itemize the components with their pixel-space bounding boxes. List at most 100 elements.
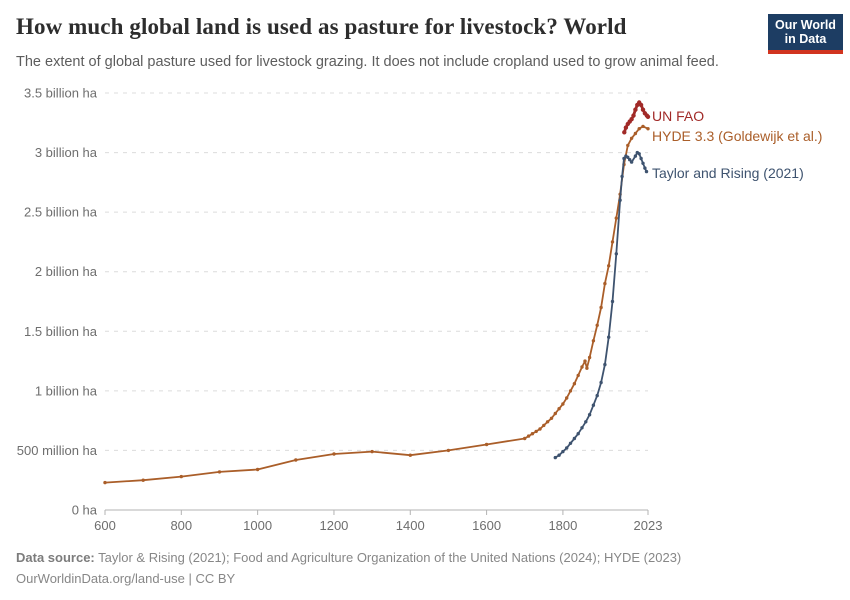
series-taylor-rising-point — [553, 455, 557, 460]
series-hyde-point — [587, 355, 592, 360]
legend-taylor-rising[interactable]: Taylor and Rising (2021) — [652, 165, 804, 181]
data-source-label: Data source: — [16, 550, 95, 565]
series-taylor-rising-point — [629, 160, 634, 164]
series-taylor-rising-point — [599, 380, 603, 385]
series-taylor-rising-point — [641, 161, 645, 165]
series-taylor-rising-point — [614, 252, 618, 256]
legend-un-fao[interactable]: UN FAO — [652, 108, 705, 124]
series-taylor-rising-point — [580, 426, 584, 430]
series-hyde-point — [568, 389, 573, 393]
series-hyde-point — [523, 436, 527, 441]
x-axis-label: 1200 — [319, 518, 348, 533]
series-taylor-rising-point — [607, 335, 611, 339]
series-un-fao-point — [623, 125, 629, 130]
page-title: How much global land is used as pasture … — [16, 14, 627, 39]
series-hyde-point — [599, 305, 603, 310]
series-hyde-point — [646, 127, 650, 131]
y-axis-label: 500 million ha — [17, 443, 98, 458]
y-axis-label: 3 billion ha — [35, 145, 98, 160]
series-hyde-point — [538, 427, 542, 431]
series-hyde-point — [565, 396, 569, 400]
series-hyde-point — [332, 452, 336, 456]
series-taylor-rising-point — [565, 446, 569, 450]
series-hyde-point — [217, 470, 222, 474]
series-hyde-point — [591, 339, 596, 343]
series-hyde-point — [530, 432, 535, 436]
x-axis-label: 600 — [94, 518, 116, 533]
y-axis-label: 1.5 billion ha — [24, 324, 98, 339]
x-axis-label: 1400 — [396, 518, 425, 533]
data-source-line: Data source: Taylor & Rising (2021); Foo… — [16, 548, 836, 569]
series-taylor-rising-point — [603, 362, 607, 367]
y-axis-label: 3.5 billion ha — [24, 86, 98, 101]
series-taylor-rising-point — [628, 158, 632, 162]
series-taylor-rising-point — [591, 403, 596, 407]
page-subtitle: The extent of global pasture used for li… — [16, 54, 719, 70]
series-hyde-point — [595, 323, 599, 327]
series-taylor-rising-point — [622, 156, 626, 161]
series-hyde-point — [179, 474, 183, 479]
series-hyde-point — [607, 264, 611, 268]
pasture-line-chart: 0 ha 500 million ha 1 billion ha 1.5 billio… — [17, 86, 663, 534]
series-un-fao-point — [629, 117, 634, 122]
series-taylor-rising-point — [620, 174, 624, 179]
series-hyde-point — [542, 423, 546, 428]
series-hyde-point — [103, 480, 107, 485]
series-taylor-rising-point — [595, 393, 599, 398]
series-hyde-point — [626, 143, 630, 148]
series-taylor-rising-point — [561, 449, 565, 454]
series-hyde-point — [545, 420, 550, 424]
series-un-fao-point — [640, 107, 646, 112]
owid-logo-text: Our World in Data — [768, 14, 843, 50]
series-un-fao-point — [631, 113, 636, 118]
owid-logo[interactable]: Our World in Data — [768, 14, 843, 54]
series-taylor-rising-point — [643, 166, 647, 170]
legend-hyde[interactable]: HYDE 3.3 (Goldewijk et al.) — [652, 128, 823, 144]
series-taylor-rising-point — [626, 155, 630, 159]
series-taylor-rising-point — [584, 420, 588, 424]
series-hyde-point — [629, 136, 634, 140]
data-source-text: Taylor & Rising (2021); Food and Agricul… — [94, 550, 682, 565]
owid-logo-line2: in Data — [784, 32, 827, 46]
x-axis-label: 800 — [170, 518, 192, 533]
series-taylor-rising-point — [618, 198, 622, 202]
y-axis-label: 2.5 billion ha — [24, 205, 98, 220]
series-hyde-point — [637, 127, 641, 131]
series-taylor-rising-point — [572, 436, 577, 441]
owid-logo-bar — [768, 50, 843, 54]
y-axis-label: 0 ha — [72, 503, 98, 518]
x-axis-label: 1800 — [548, 518, 577, 533]
series-hyde-line[interactable] — [104, 125, 649, 484]
series-taylor-rising-point — [639, 156, 643, 161]
series-hyde-point — [446, 448, 451, 453]
series-hyde-point — [557, 407, 561, 411]
series-taylor-rising-point — [557, 453, 561, 457]
x-axis-label: 1600 — [472, 518, 501, 533]
series-hyde-point — [553, 411, 557, 416]
series-taylor-rising-point — [568, 441, 573, 445]
series-hyde-point — [294, 458, 298, 462]
series-hyde-point — [370, 449, 374, 454]
series-hyde-point — [408, 453, 412, 457]
series-hyde-point — [484, 442, 489, 447]
series-taylor-rising-point — [644, 169, 649, 174]
y-axis-label: 1 billion ha — [35, 383, 98, 398]
series-hyde-point — [561, 402, 565, 406]
owid-link-line[interactable]: OurWorldinData.org/land-use | CC BY — [16, 570, 236, 586]
series-taylor-rising-point — [637, 152, 641, 156]
series-hyde-point — [255, 467, 260, 472]
series-taylor-rising-point — [576, 432, 580, 436]
series-hyde-point — [633, 131, 638, 136]
series-hyde-point — [641, 124, 645, 129]
series-taylor-rising-point — [633, 154, 638, 158]
series-hyde-point — [585, 366, 589, 370]
series-hyde-point — [610, 240, 615, 244]
series-hyde-point — [526, 434, 531, 438]
series-hyde-point — [614, 216, 618, 220]
owid-logo-line1: Our World — [775, 17, 836, 32]
series-un-fao-point — [638, 102, 644, 108]
series-hyde-point — [572, 382, 577, 386]
y-axis-label: 2 billion ha — [35, 264, 98, 279]
series-un-fao-point — [633, 107, 638, 112]
